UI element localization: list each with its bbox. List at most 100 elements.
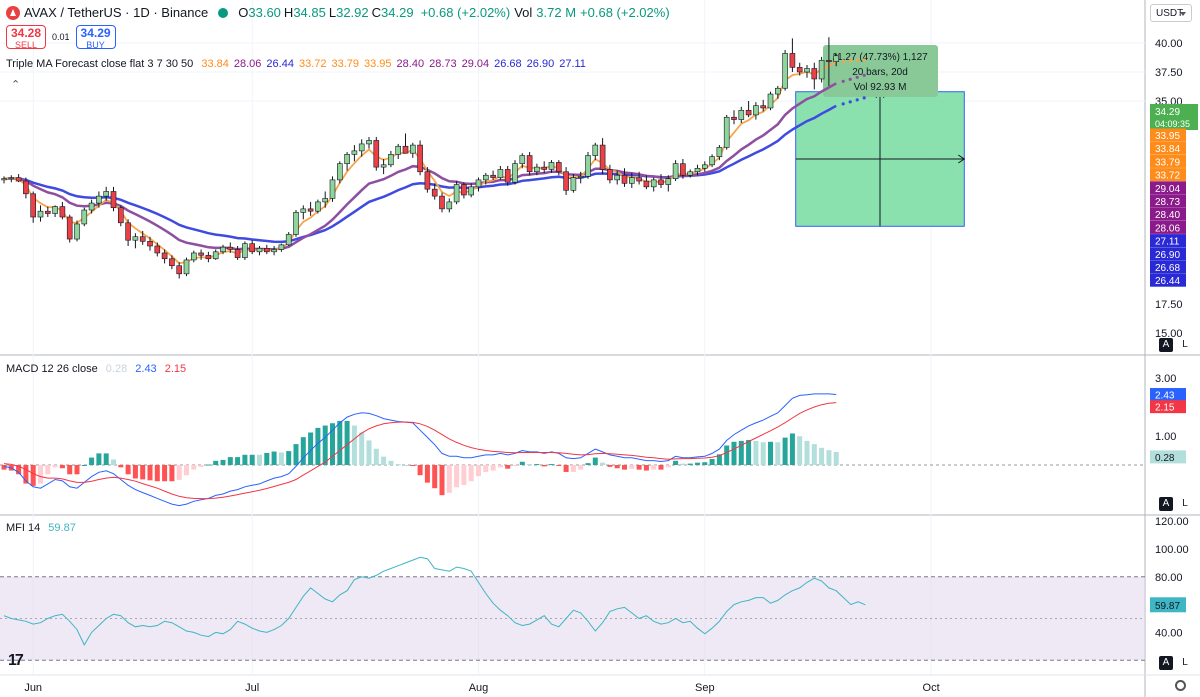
candle-body [139, 236, 146, 242]
candle-body [66, 216, 73, 240]
candle-body [585, 155, 591, 177]
candle-body [723, 116, 730, 148]
ma-axis-tag-6-bg [1150, 207, 1186, 221]
candle-body [424, 171, 431, 190]
candle-11 [81, 207, 88, 227]
macd-hist-bar [388, 460, 394, 465]
candle-45 [329, 176, 336, 202]
candle-39 [285, 232, 292, 246]
candle-3 [23, 177, 29, 199]
candle-32 [234, 246, 241, 260]
sell-button[interactable]: 34.28 SELL [6, 25, 46, 50]
candle-26 [191, 250, 197, 263]
mfi-legend[interactable]: MFI 14 59.87 [6, 522, 81, 534]
symbol-title[interactable]: AVAX / TetherUS · 1D · Binance [24, 5, 209, 20]
auto-scale-button-mfi[interactable]: A [1159, 656, 1173, 670]
candle-15 [110, 186, 117, 212]
candle-97 [709, 154, 715, 168]
macd-hist-bar [446, 465, 452, 493]
settings-gear-icon[interactable] [1175, 680, 1186, 691]
auto-scale-button-main[interactable]: A [1159, 338, 1173, 352]
ohlc-value-h: 34.85 [293, 5, 326, 20]
macd-hist-bar [213, 460, 219, 465]
candle-body [745, 109, 752, 116]
candle-9 [66, 214, 73, 243]
candle-body [1, 178, 7, 181]
log-scale-button-mfi[interactable]: L [1182, 657, 1188, 668]
candle-body [212, 251, 219, 260]
ma-legend-values: 33.84 28.06 26.44 33.72 33.79 33.95 28.40 28.73… [201, 58, 591, 70]
candle-110 [804, 65, 810, 78]
macd-legend[interactable]: MACD 12 26 close 0.28 2.43 2.15 [6, 363, 191, 375]
log-scale-button-main[interactable]: L [1182, 339, 1188, 350]
candle-body [161, 252, 168, 260]
candle-92 [672, 160, 679, 182]
collapse-legend-icon[interactable]: ⌃ [11, 79, 21, 91]
candle-1 [8, 175, 15, 183]
candle-body [395, 145, 402, 155]
ma-value-9: 26.68 [494, 58, 522, 70]
time-label-sep: Sep [695, 682, 715, 694]
candle-114 [833, 53, 840, 67]
candle-69 [504, 165, 511, 186]
auto-scale-button-macd[interactable]: A [1159, 497, 1173, 511]
ma-axis-tag-10: 26.68 [1155, 263, 1180, 274]
macd-hist-bar [103, 453, 109, 465]
candle-body [548, 162, 555, 170]
ma-axis-tag-2: 33.79 [1155, 157, 1180, 168]
time-label-oct: Oct [923, 682, 940, 694]
candle-100 [731, 110, 737, 125]
log-scale-button-macd[interactable]: L [1182, 498, 1188, 509]
candle-37 [271, 246, 277, 256]
candle-82 [599, 138, 606, 175]
ohlc-value-c: 34.29 [381, 5, 414, 20]
avax-logo-icon [6, 5, 20, 20]
candle-body [285, 234, 292, 246]
macd-hist-bar [804, 440, 810, 465]
candle-80 [585, 152, 591, 179]
candle-94 [687, 169, 694, 178]
ma-axis-tag-0: 33.95 [1155, 131, 1180, 142]
currency-select[interactable]: USDT [1150, 4, 1192, 22]
market-open-icon [218, 7, 229, 18]
candle-body [811, 68, 818, 80]
candle-body [358, 143, 365, 152]
macd-hist-bar [687, 463, 693, 465]
macd-hist-bar [454, 465, 460, 488]
candle-body [782, 53, 788, 89]
candle-73 [534, 163, 540, 176]
macd-hist-bar [198, 465, 204, 467]
candle-111 [811, 62, 818, 90]
mfi-tick-2: 80.00 [1155, 572, 1183, 584]
spread-value: 0.01 [52, 32, 70, 42]
macd-hist-bar [731, 441, 737, 465]
ma-axis-tag-7: 28.06 [1155, 223, 1180, 234]
candle-body [30, 193, 37, 218]
macd-hist-bar [527, 464, 533, 466]
candle-98 [716, 145, 723, 161]
buy-button[interactable]: 34.29 BUY [75, 25, 116, 50]
macd-hist-bar [746, 439, 752, 465]
macd-hist-bar [140, 465, 146, 480]
candle-85 [621, 168, 628, 187]
candle-body [738, 109, 745, 120]
candle-body [198, 252, 204, 256]
candle-95 [694, 164, 701, 176]
mfi-legend-title: MFI 14 [6, 522, 41, 534]
ma-value-1: 28.06 [233, 58, 262, 70]
candle-body [439, 195, 445, 210]
macd-hist-bar [789, 433, 795, 465]
mfi-pane [3, 556, 866, 646]
ma-value-0: 33.84 [201, 58, 229, 70]
candle-body [687, 171, 694, 176]
ohlc-values: O33.60 H34.85 L32.92 C34.29 [238, 5, 416, 20]
macd-hist-bar [651, 465, 657, 470]
candle-body [191, 252, 197, 261]
ma-axis-tag-11: 26.44 [1155, 276, 1180, 287]
ma-legend[interactable]: Triple MA Forecast close flat 3 7 30 50 … [6, 58, 596, 70]
candle-24 [176, 262, 182, 279]
macd-hist-bar [38, 465, 43, 484]
macd-hist-bar [578, 465, 584, 470]
candle-36 [263, 244, 270, 255]
